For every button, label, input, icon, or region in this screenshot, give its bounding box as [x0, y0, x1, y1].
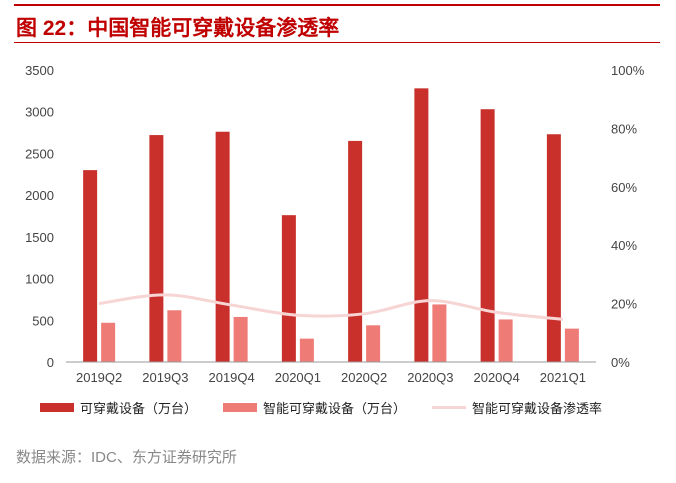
left-axis-tick-label: 3500 — [25, 63, 54, 78]
bar-wearables — [215, 131, 230, 362]
bar-smart-wearables — [167, 310, 182, 362]
legend-item-wearables: 可穿戴设备（万台） — [40, 398, 197, 417]
legend-label-penetration: 智能可穿戴设备渗透率 — [472, 401, 603, 416]
legend-item-smart-wearables: 智能可穿戴设备（万台） — [223, 398, 406, 417]
x-axis-tick-label: 2019Q4 — [208, 370, 254, 385]
legend-swatch-smart-wearables — [223, 403, 258, 412]
legend-swatch-wearables — [40, 403, 74, 412]
bar-smart-wearables — [101, 322, 116, 362]
right-axis-tick-label: 100% — [611, 63, 645, 78]
right-axis-tick-label: 0% — [611, 355, 630, 370]
chart-area: 0 500 1000 1500 2000 2500 3000 3500 0% 20% 40% 60% 8… — [25, 63, 645, 385]
bar-smart-wearables — [432, 304, 447, 362]
right-axis-tick-label: 40% — [611, 238, 637, 253]
bar-wearables — [414, 88, 429, 363]
left-axis-tick-label: 0 — [47, 355, 54, 370]
x-axis-tick-label: 2020Q4 — [473, 370, 519, 385]
bar-smart-wearables — [366, 325, 381, 362]
bar-wearables — [480, 109, 495, 362]
x-axis-tick-label: 2019Q3 — [142, 370, 188, 385]
legend-label-wearables: 可穿戴设备（万台） — [80, 401, 198, 416]
penetration-line — [98, 293, 564, 321]
right-axis-tick-label: 20% — [611, 297, 637, 312]
bar-smart-wearables — [299, 338, 314, 362]
bar-wearables — [546, 134, 561, 362]
bar-wearables — [83, 170, 98, 362]
bar-wearables — [281, 215, 296, 362]
left-axis-tick-label: 2000 — [25, 188, 54, 203]
top-rule — [14, 4, 660, 6]
legend: 可穿戴设备（万台） 智能可穿戴设备（万台） 智能可穿戴设备渗透率 — [40, 398, 660, 417]
right-axis-tick-label: 80% — [611, 121, 637, 136]
bar-wearables — [348, 140, 363, 362]
source-note: 数据来源：IDC、东方证券研究所 — [16, 449, 237, 466]
right-axis-tick-label: 60% — [611, 180, 637, 195]
x-axis-tick-label: 2021Q1 — [540, 370, 586, 385]
x-axis-tick-label: 2020Q3 — [407, 370, 453, 385]
left-axis-tick-label: 500 — [32, 313, 54, 328]
bar-smart-wearables — [498, 319, 513, 362]
left-axis-tick-label: 1000 — [25, 272, 54, 287]
x-axis-tick-label: 2019Q2 — [76, 370, 122, 385]
legend-item-penetration: 智能可穿戴设备渗透率 — [432, 398, 602, 417]
legend-swatch-penetration — [432, 406, 467, 409]
title-rule — [14, 42, 660, 43]
left-axis-tick-label: 1500 — [25, 230, 54, 245]
figure-title: 图 22：中国智能可穿戴设备渗透率 — [16, 17, 340, 40]
bar-wearables — [149, 135, 164, 362]
left-axis-tick-label: 3000 — [25, 105, 54, 120]
x-axis-tick-label: 2020Q2 — [341, 370, 387, 385]
bar-smart-wearables — [233, 316, 248, 362]
x-axis-tick-label: 2020Q1 — [275, 370, 321, 385]
bar-smart-wearables — [564, 328, 579, 362]
legend-label-smart-wearables: 智能可穿戴设备（万台） — [263, 401, 407, 416]
left-axis-tick-label: 2500 — [25, 146, 54, 161]
